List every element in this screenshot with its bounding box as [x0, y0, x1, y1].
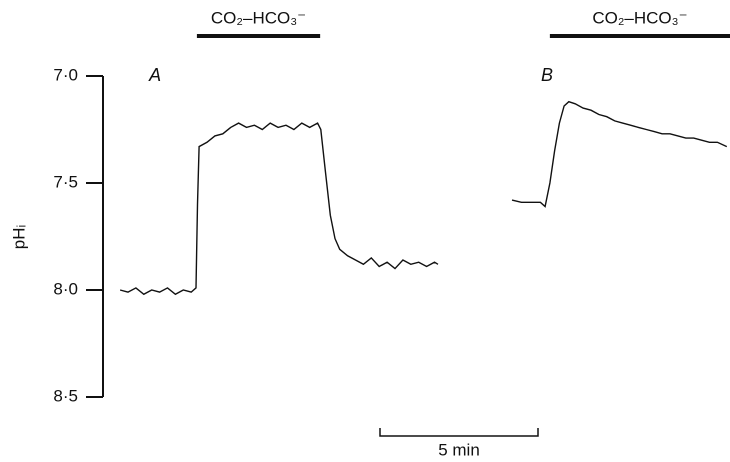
scale-bar-label: 5 min	[438, 440, 480, 459]
trace	[119, 122, 439, 296]
panel-label: B	[541, 65, 553, 85]
y-tick-label: 7·0	[53, 65, 78, 84]
scale-bar	[379, 428, 539, 437]
y-axis-label: pHᵢ	[9, 225, 28, 249]
period-label: CO₂–HCO₃⁻	[211, 8, 306, 27]
period-label: CO₂–HCO₃⁻	[592, 8, 687, 27]
y-tick-label: 8·0	[53, 279, 78, 298]
panel-label: A	[148, 65, 161, 85]
trace	[511, 100, 728, 208]
y-tick-label: 8·5	[53, 386, 78, 405]
y-tick-label: 7·5	[53, 172, 78, 191]
